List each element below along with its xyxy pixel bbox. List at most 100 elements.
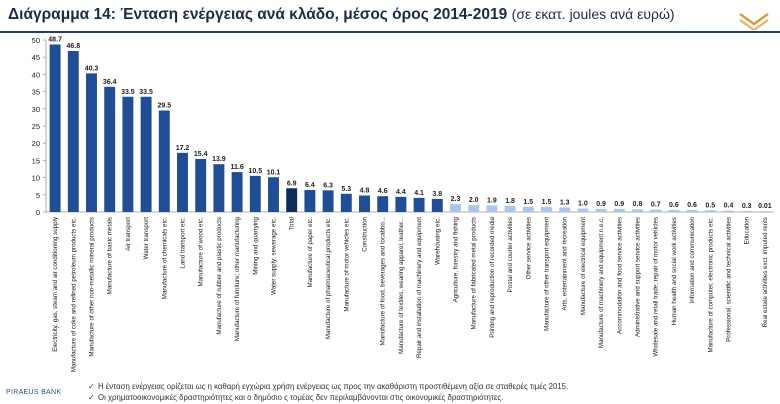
x-tick-label: Manufacture of paper etc. [307,217,314,288]
title-divider [0,31,780,33]
data-label: 1.5 [523,199,533,206]
data-label: 0.5 [705,202,715,209]
data-label: 0.6 [687,202,697,209]
y-tick-label: 0 [36,208,40,217]
x-tick-label: Arts, entertainment and recreation [562,216,569,310]
x-tick-label: Postal and courier activities [507,217,514,292]
x-tick-label: Wholesale and retail trade; repair of mo… [653,217,660,357]
x-tick-label: Manufacture of coke and refined petroleu… [70,217,77,372]
bar [468,205,480,212]
check-bullet-icon: ✓ [88,382,95,391]
x-tick-label: Manufacture of food, beverages and tocab… [380,217,387,346]
x-tick-label: Land transport etc. [180,217,187,269]
bar [231,172,243,212]
data-label: 3.8 [432,191,442,198]
bar [613,208,625,212]
y-tick-label: 5 [36,191,40,200]
footnote-1: ✓ Η ένταση ενέργειας ορίζεται ως η καθαρή… [88,382,568,391]
bar [650,209,662,212]
x-tick-label: Manufacture of fabricated metal products [471,217,478,329]
x-tick-label: Human health and social work activities [671,217,678,325]
data-label: 0.7 [651,202,661,209]
x-tick-label: Repair and installation of machinery and… [416,217,423,358]
bar [723,210,734,212]
data-label: 40.3 [85,65,99,72]
data-label: 46.8 [66,43,80,50]
data-label: 2.3 [451,196,461,203]
y-tick-label: 40 [32,70,40,79]
bar-chart: 0 5 10 15 20 25 30 35 40 45 50 48.7 Electricity, gas… [32,36,774,372]
data-label: 33.5 [139,89,153,96]
data-label: 17.2 [176,145,190,152]
check-bullet-icon: ✓ [88,393,95,402]
x-tick-label: Manufacture of basic metals [107,217,114,294]
x-tick-label: Manufacture of furniture; other manufact… [234,216,241,341]
data-label: 0.8 [633,201,643,208]
y-tick-label: 50 [32,36,40,45]
x-tick-label: Other service activities [525,217,532,279]
data-label: 10.5 [248,168,262,175]
chart-title-subtitle: (σε εκατ. joules ανά ευρώ) [511,6,675,22]
data-label: 0.6 [669,202,679,209]
x-tick-label: Manufacture of other transport equipment [544,217,551,331]
x-tick-label: Manufacture of other non-metallic minera… [89,217,96,357]
bar [450,204,461,212]
footnote-1-text: Η ένταση ενέργειας ορίζεται ως η καθαρή … [98,382,569,391]
x-tick-label: Real estate activities excl. imputed ren… [762,217,769,327]
bar [522,206,534,212]
bar [195,159,207,212]
bar [595,208,607,212]
bar [686,209,698,212]
data-label: 5.3 [341,186,351,193]
x-tick-label: Information and communication [689,216,696,303]
x-tick-label: Manufacture of machinery and equipment n… [598,217,605,348]
x-tick-label: Electricity, gas, steam and air conditio… [52,216,59,352]
x-tick-label: Printing and reproduction of recorded me… [489,216,496,337]
bar [340,193,352,212]
x-tick-label: Manufacture of computer, electronic prod… [707,217,714,353]
bar [67,51,79,213]
bar [304,189,316,212]
bar [268,177,279,212]
data-label: 0.9 [596,201,606,208]
footnote-2-text: Οι χρηματοοικονομικές δραστηριότητες και… [98,393,504,402]
bar [504,205,516,212]
data-label: 36.4 [103,79,117,86]
bar [377,196,389,212]
data-label: 0.3 [742,203,752,210]
data-label: 4.4 [396,189,406,196]
y-tick-label: 20 [32,139,40,148]
data-label: 4.8 [360,187,370,194]
bar [177,152,188,212]
data-label: 2.0 [469,197,479,204]
bar [431,198,443,212]
x-tick-label: Mining and quarrying [252,216,259,274]
bar [122,96,134,212]
footnote-2: ✓ Οι χρηματοοικονομικές δραστηριότητες κα… [88,393,503,402]
x-tick-label: Water transport [143,217,150,260]
data-label: 0.01 [758,203,772,210]
data-label: 0.9 [614,201,624,208]
x-tick-label: Accommodation and food service activitie… [616,217,623,334]
data-label: 11.6 [230,164,243,171]
y-tick-label: 30 [32,105,40,114]
data-label: 15.4 [194,151,208,158]
data-label: 13.9 [212,156,226,163]
x-tick-label: Air transport [125,217,132,251]
bar [86,73,97,212]
bar [486,205,498,212]
data-label: 1.0 [578,201,588,208]
data-label: 48.7 [48,36,62,43]
bar [104,86,116,212]
x-tick-label: Warehousing etc. [434,217,441,265]
bar [140,96,152,212]
x-tick-label: Administrative and support service activ… [635,217,642,337]
x-tick-label: Agriculture, forestry and fishing [453,216,460,302]
x-tick-label: Manufacture of electrical equipment [580,217,587,315]
bar [668,209,680,212]
data-label: 6.9 [287,180,297,187]
x-tick-label: Manufacture of textiles, wearing apparel… [398,217,405,354]
bar [322,190,334,212]
bar [249,175,261,212]
data-label: 33.5 [121,89,135,96]
